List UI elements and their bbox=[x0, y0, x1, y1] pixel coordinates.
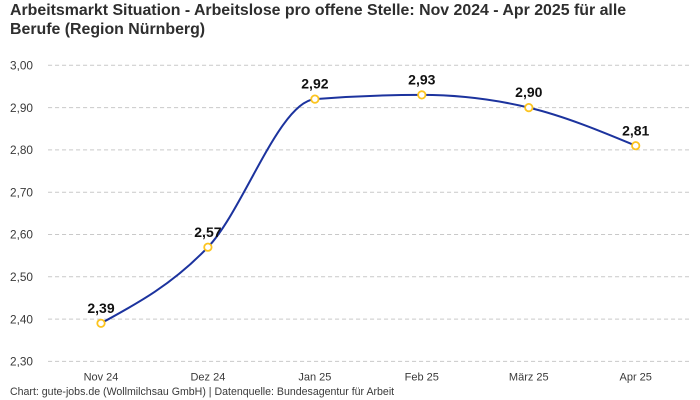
svg-text:2,93: 2,93 bbox=[408, 72, 435, 88]
svg-text:2,57: 2,57 bbox=[194, 224, 221, 240]
svg-text:2,70: 2,70 bbox=[10, 185, 33, 199]
svg-text:2,60: 2,60 bbox=[10, 228, 33, 242]
svg-text:2,92: 2,92 bbox=[301, 76, 328, 92]
svg-text:Feb 25: Feb 25 bbox=[405, 371, 439, 383]
svg-text:2,40: 2,40 bbox=[10, 312, 33, 326]
svg-text:2,50: 2,50 bbox=[10, 270, 33, 284]
svg-text:3,00: 3,00 bbox=[10, 59, 33, 73]
svg-text:2,39: 2,39 bbox=[87, 300, 114, 316]
svg-text:Nov 24: Nov 24 bbox=[84, 371, 119, 383]
svg-text:Apr 25: Apr 25 bbox=[619, 371, 651, 383]
svg-text:2,90: 2,90 bbox=[515, 84, 542, 100]
svg-text:2,81: 2,81 bbox=[622, 122, 649, 138]
svg-text:Jan 25: Jan 25 bbox=[298, 371, 331, 383]
svg-text:2,80: 2,80 bbox=[10, 143, 33, 157]
svg-text:Dez 24: Dez 24 bbox=[190, 371, 225, 383]
svg-text:2,90: 2,90 bbox=[10, 101, 33, 115]
svg-text:2,30: 2,30 bbox=[10, 355, 33, 369]
svg-text:März 25: März 25 bbox=[509, 371, 549, 383]
